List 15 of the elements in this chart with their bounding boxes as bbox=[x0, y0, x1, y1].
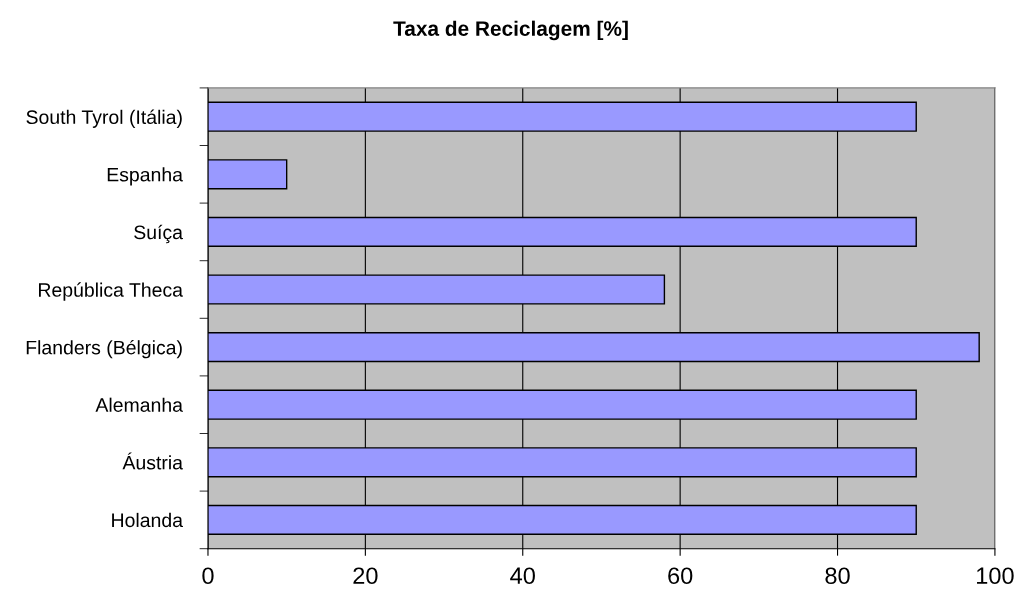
x-tick-label: 20 bbox=[353, 567, 378, 585]
y-tick-label: Alemanha bbox=[95, 397, 183, 412]
chart-title: Taxa de Reciclagem [%] bbox=[393, 20, 628, 41]
x-tick-label: 40 bbox=[510, 567, 535, 585]
x-tick-label: 60 bbox=[668, 567, 693, 585]
y-tick-label: Flanders (Bélgica) bbox=[26, 339, 182, 359]
x-tick-label: 100 bbox=[977, 567, 1014, 585]
x-tick-label: 80 bbox=[825, 567, 850, 585]
y-tick-label: Espanha bbox=[107, 167, 183, 186]
y-tick-label: South Tyrol (Itália) bbox=[26, 109, 182, 128]
y-tick-label: Suíça bbox=[134, 224, 183, 244]
y-tick-label: República Theca bbox=[39, 282, 183, 301]
y-tick-label: Holanda bbox=[112, 512, 183, 528]
x-tick-label: 0 bbox=[202, 567, 214, 585]
y-tick-label: Áustria bbox=[122, 452, 183, 470]
